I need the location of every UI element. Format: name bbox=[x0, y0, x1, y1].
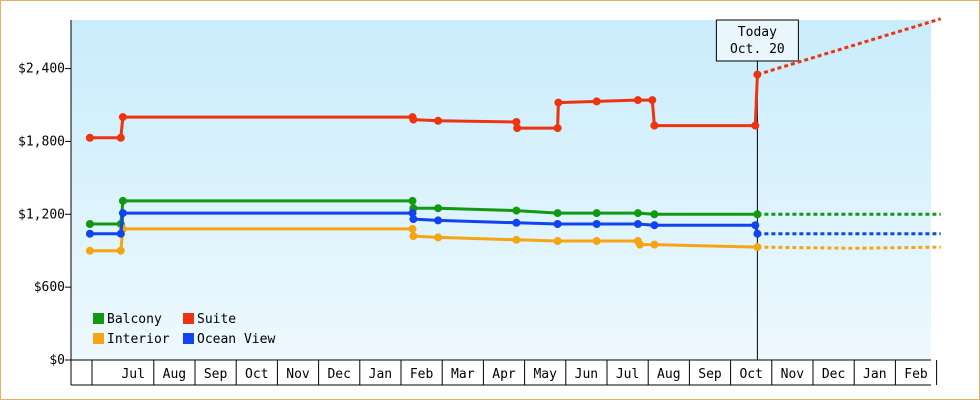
x-tick-label: Jul bbox=[121, 367, 144, 382]
y-tick-label: $2,400 bbox=[18, 62, 65, 77]
interior-data-point bbox=[116, 246, 125, 255]
suite-data-point bbox=[648, 96, 657, 105]
balcony-data-point bbox=[592, 209, 601, 218]
interior-data-point bbox=[650, 240, 659, 249]
suite-data-point bbox=[118, 113, 127, 122]
balcony-data-point bbox=[633, 209, 642, 218]
suite-data-point bbox=[633, 96, 642, 105]
x-tick-label: Sep bbox=[698, 367, 722, 382]
interior-data-point bbox=[85, 246, 94, 255]
x-tick-label: Mar bbox=[451, 367, 475, 382]
balcony-data-point bbox=[650, 210, 659, 219]
legend-label-balcony: Balcony bbox=[107, 312, 162, 327]
today-callout-box bbox=[715, 19, 799, 62]
ocean-view-data-point bbox=[434, 216, 443, 225]
interior-data-point bbox=[592, 237, 601, 245]
legend-swatch-balcony bbox=[93, 313, 104, 324]
ocean-view-data-point bbox=[633, 220, 642, 228]
ocean-view-data-point bbox=[512, 218, 521, 227]
x-tick-label: Jul bbox=[616, 367, 639, 382]
ocean-view-data-point bbox=[116, 229, 125, 238]
ocean-view-data-point bbox=[409, 215, 418, 224]
y-tick-label: $1,200 bbox=[18, 207, 65, 222]
interior-data-point bbox=[408, 224, 417, 233]
ocean-view-data-point bbox=[753, 229, 762, 238]
balcony-data-point bbox=[408, 196, 417, 205]
x-tick-label: Dec bbox=[327, 367, 350, 382]
x-tick-label: Nov bbox=[781, 367, 805, 382]
suite-data-point bbox=[553, 124, 562, 133]
x-tick-label: Jun bbox=[575, 367, 598, 382]
suite-data-point bbox=[434, 116, 443, 125]
legend-label-suite: Suite bbox=[197, 312, 236, 327]
balcony-data-point bbox=[85, 220, 94, 228]
interior-forecast-line bbox=[757, 245, 941, 250]
x-tick-label: Sep bbox=[204, 367, 228, 382]
suite-data-point bbox=[85, 133, 94, 142]
today-date-label: Oct. 20 bbox=[730, 42, 785, 57]
suite-forecast-line bbox=[756, 17, 942, 77]
suite-data-point bbox=[513, 124, 522, 133]
x-tick-label: Aug bbox=[657, 367, 680, 382]
balcony-data-point bbox=[118, 196, 127, 205]
plot-background bbox=[71, 20, 931, 360]
balcony-data-point bbox=[434, 204, 443, 213]
suite-data-point bbox=[409, 115, 418, 124]
x-tick-label: Feb bbox=[904, 367, 928, 382]
suite-data-point bbox=[650, 121, 659, 130]
x-tick-label: Jan bbox=[863, 367, 886, 382]
x-tick-label: Oct bbox=[739, 367, 762, 382]
x-tick-label: Feb bbox=[410, 367, 434, 382]
y-tick-label: $0 bbox=[49, 353, 65, 368]
ocean-view-data-point bbox=[85, 229, 94, 238]
series-layer bbox=[85, 17, 942, 255]
legend-swatch-ocean-view bbox=[183, 333, 194, 344]
ocean-view-data-point bbox=[408, 209, 417, 218]
ocean-view-data-point bbox=[118, 209, 127, 218]
interior-data-point bbox=[409, 232, 418, 241]
balcony-data-point bbox=[512, 206, 521, 215]
suite-series-line bbox=[89, 74, 759, 140]
x-tick-label: Dec bbox=[822, 367, 845, 382]
suite-data-point bbox=[753, 70, 762, 79]
x-tick-label: May bbox=[533, 367, 557, 382]
ocean-view-data-point bbox=[553, 220, 562, 228]
interior-data-point bbox=[512, 235, 521, 244]
suite-data-point bbox=[512, 118, 521, 126]
axes: $0 $600 $1,200 $1,800 $2,400 Jul Aug Sep Oct Nov D… bbox=[18, 20, 938, 386]
ocean-view-data-point bbox=[592, 220, 601, 228]
interior-data-point bbox=[434, 233, 443, 242]
ocean-view-data-point bbox=[650, 221, 659, 230]
x-tick-label: Aug bbox=[163, 367, 186, 382]
legend-swatch-suite bbox=[183, 313, 194, 324]
today-marker: Today Oct. 20 bbox=[715, 19, 799, 360]
y-tick-label: $600 bbox=[34, 280, 65, 295]
x-tick-label: Jan bbox=[369, 367, 392, 382]
suite-data-point bbox=[554, 98, 563, 107]
suite-data-point bbox=[116, 133, 125, 142]
interior-data-point bbox=[553, 237, 562, 245]
ocean-view-data-point bbox=[751, 221, 760, 230]
x-tick-label: Apr bbox=[492, 367, 516, 382]
interior-data-point bbox=[636, 240, 644, 249]
legend: Balcony Suite Interior Ocean View bbox=[93, 312, 275, 347]
x-tick-label: Oct bbox=[245, 367, 268, 382]
legend-label-interior: Interior bbox=[107, 332, 170, 347]
balcony-data-point bbox=[753, 210, 762, 219]
interior-data-point bbox=[753, 243, 762, 252]
legend-label-ocean-view: Ocean View bbox=[197, 332, 275, 347]
legend-swatch-interior bbox=[93, 333, 104, 344]
suite-data-point bbox=[751, 121, 760, 130]
x-tick-label: Nov bbox=[286, 367, 310, 382]
balcony-data-point bbox=[553, 209, 562, 218]
today-label: Today bbox=[738, 25, 777, 40]
suite-data-point bbox=[592, 97, 601, 106]
y-tick-label: $1,800 bbox=[18, 134, 65, 149]
